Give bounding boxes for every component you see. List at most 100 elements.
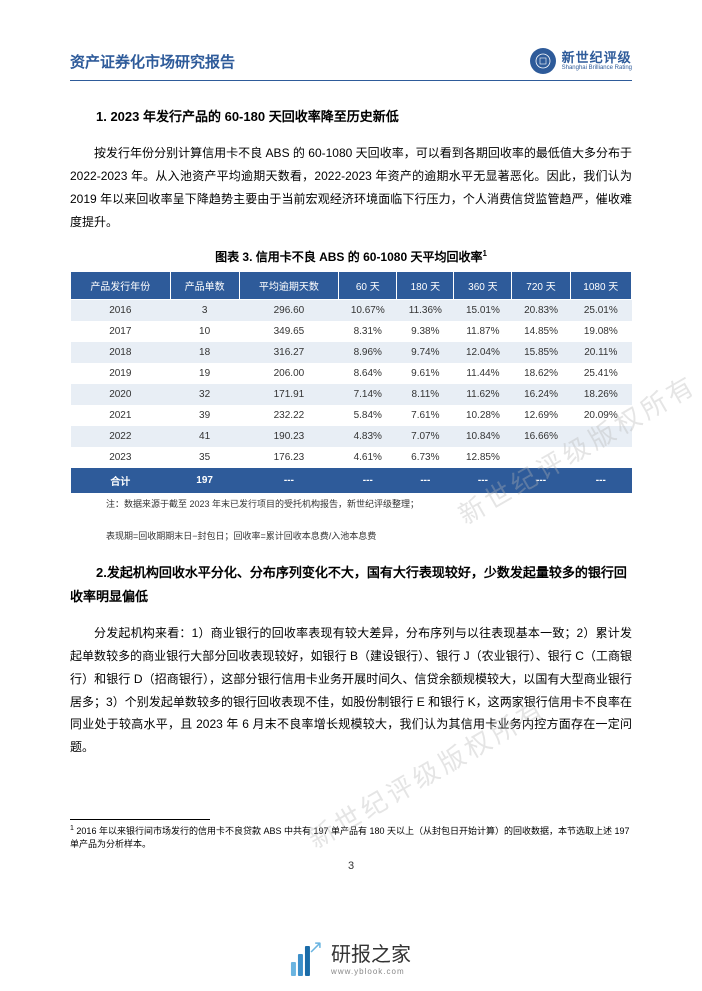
table-cell: 316.27 [239, 342, 339, 363]
table-cell: 2017 [71, 321, 171, 342]
page-number: 3 [70, 860, 632, 872]
table-row: 202032171.917.14%8.11%11.62%16.24%18.26% [71, 384, 632, 405]
logo-text-sub: Shanghai Brilliance Rating [562, 65, 632, 72]
table-header-cell: 60 天 [339, 271, 397, 299]
table-cell: 2022 [71, 426, 171, 447]
table-header-row: 产品发行年份产品单数平均逾期天数60 天180 天360 天720 天1080 … [71, 271, 632, 299]
table-cell: 5.84% [339, 405, 397, 426]
table-cell: 10 [170, 321, 239, 342]
table-cell: 349.65 [239, 321, 339, 342]
table-cell: 2023 [71, 447, 171, 468]
logo-text-main: 新世纪评级 [562, 51, 632, 65]
table-header-cell: 平均逾期天数 [239, 271, 339, 299]
brand-logo: 新世纪评级 Shanghai Brilliance Rating [530, 48, 632, 74]
table-cell: 190.23 [239, 426, 339, 447]
table-cell: 12.04% [454, 342, 512, 363]
table-header-cell: 360 天 [454, 271, 512, 299]
table-cell: 7.14% [339, 384, 397, 405]
table-cell: 18.26% [570, 384, 631, 405]
table-cell: 3 [170, 299, 239, 321]
table-cell: 197 [170, 468, 239, 493]
page-header: 资产证券化市场研究报告 新世纪评级 Shanghai Brilliance Ra… [70, 48, 632, 81]
table-cell: 11.62% [454, 384, 512, 405]
table-cell: 2018 [71, 342, 171, 363]
footnote: 1 2016 年以来银行间市场发行的信用卡不良贷款 ABS 中共有 197 单产… [70, 824, 632, 852]
table-row: 201710349.658.31%9.38%11.87%14.85%19.08% [71, 321, 632, 342]
table-note-1: 注：数据来源于截至 2023 年末已发行项目的受托机构报告，新世纪评级整理； [70, 497, 632, 511]
table-cell: 9.61% [397, 363, 454, 384]
table-header-cell: 180 天 [397, 271, 454, 299]
table-cell: 10.28% [454, 405, 512, 426]
table-cell: 25.41% [570, 363, 631, 384]
publisher-name: 研报之家 [331, 938, 411, 967]
publisher-url: www.yblook.com [331, 967, 411, 976]
table-header-cell: 1080 天 [570, 271, 631, 299]
table-cell: 4.83% [339, 426, 397, 447]
footnote-divider [70, 819, 210, 820]
table-cell [570, 447, 631, 468]
table-cell [570, 426, 631, 447]
table-cell: 14.85% [512, 321, 570, 342]
table-cell: 2021 [71, 405, 171, 426]
table-cell: 6.73% [397, 447, 454, 468]
table-cell: 9.74% [397, 342, 454, 363]
table-total-row: 合计197------------------ [71, 468, 632, 493]
table-header-cell: 产品单数 [170, 271, 239, 299]
table-cell: 39 [170, 405, 239, 426]
table-cell: 41 [170, 426, 239, 447]
table-cell: 4.61% [339, 447, 397, 468]
table-cell: --- [454, 468, 512, 493]
table-cell: 12.69% [512, 405, 570, 426]
table-row: 201818316.278.96%9.74%12.04%15.85%20.11% [71, 342, 632, 363]
table-row: 201919206.008.64%9.61%11.44%18.62%25.41% [71, 363, 632, 384]
table-cell: --- [339, 468, 397, 493]
section2-heading: 2.发起机构回收水平分化、分布序列变化不大，国有大行表现较好，少数发起量较多的银… [70, 561, 632, 608]
table-header-cell: 720 天 [512, 271, 570, 299]
bar-chart-icon: ↗ [291, 937, 323, 976]
table-cell: 8.96% [339, 342, 397, 363]
table-row: 202139232.225.84%7.61%10.28%12.69%20.09% [71, 405, 632, 426]
table-cell: 19.08% [570, 321, 631, 342]
table-cell: 2019 [71, 363, 171, 384]
header-title: 资产证券化市场研究报告 [70, 51, 235, 72]
logo-emblem-icon [530, 48, 556, 74]
section1-heading: 1. 2023 年发行产品的 60-180 天回收率降至历史新低 [70, 105, 632, 128]
table-cell: 15.01% [454, 299, 512, 321]
table-cell: 18 [170, 342, 239, 363]
table-cell [512, 447, 570, 468]
table-cell: 7.61% [397, 405, 454, 426]
table-body: 20163296.6010.67%11.36%15.01%20.83%25.01… [71, 299, 632, 493]
table-cell: 11.87% [454, 321, 512, 342]
table-row: 202241190.234.83%7.07%10.84%16.66% [71, 426, 632, 447]
table-cell: 8.11% [397, 384, 454, 405]
table-cell: 8.64% [339, 363, 397, 384]
table-cell: 25.01% [570, 299, 631, 321]
table-row: 20163296.6010.67%11.36%15.01%20.83%25.01… [71, 299, 632, 321]
table-cell: 18.62% [512, 363, 570, 384]
table-cell: 2016 [71, 299, 171, 321]
table-cell: --- [239, 468, 339, 493]
table-cell: 176.23 [239, 447, 339, 468]
section2-body: 分发起机构来看：1）商业银行的回收率表现有较大差异，分布序列与以往表现基本一致；… [70, 622, 632, 759]
table-cell: 11.44% [454, 363, 512, 384]
table-cell: 15.85% [512, 342, 570, 363]
table-cell: 2020 [71, 384, 171, 405]
table-cell: 20.09% [570, 405, 631, 426]
table-cell: --- [512, 468, 570, 493]
table-cell: 20.11% [570, 342, 631, 363]
table-note-2: 表现期=回收期期末日−封包日；回收率=累计回收本息费/入池本息费 [70, 529, 632, 543]
table-cell: 20.83% [512, 299, 570, 321]
table-cell: 16.66% [512, 426, 570, 447]
table-cell: --- [397, 468, 454, 493]
table-cell: 8.31% [339, 321, 397, 342]
table-cell: 9.38% [397, 321, 454, 342]
table-cell: 11.36% [397, 299, 454, 321]
table-cell: 16.24% [512, 384, 570, 405]
table-cell: 206.00 [239, 363, 339, 384]
table-cell: 171.91 [239, 384, 339, 405]
table-header-cell: 产品发行年份 [71, 271, 171, 299]
table-cell: 7.07% [397, 426, 454, 447]
table-cell: 19 [170, 363, 239, 384]
table-cell: 12.85% [454, 447, 512, 468]
table-cell: --- [570, 468, 631, 493]
